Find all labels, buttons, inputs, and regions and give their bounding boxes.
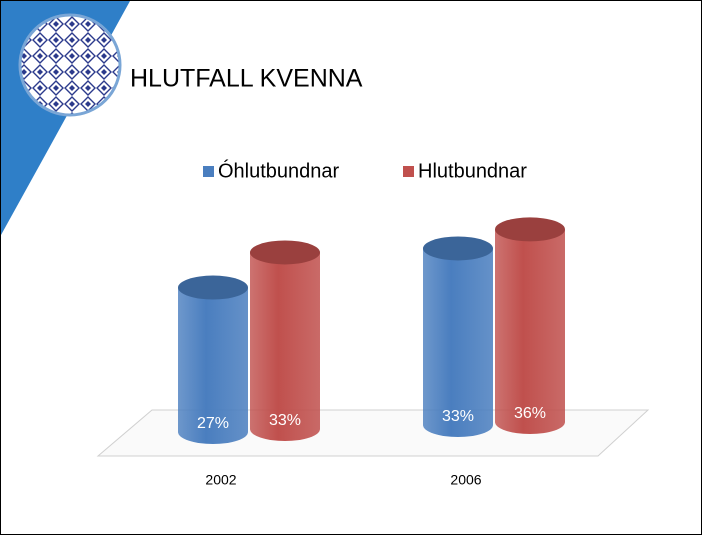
cylinder-top (423, 236, 493, 261)
legend-label: Hlutbundnar (418, 160, 527, 182)
value-label: 33% (269, 412, 301, 429)
cylinder-body (423, 248, 493, 437)
x-tick-label: 2002 (205, 472, 236, 488)
plot: 27% 33% 33% 36% (178, 217, 565, 444)
cylinder-top (495, 217, 565, 242)
legend-swatch (403, 166, 414, 177)
cylinder-body (250, 252, 320, 441)
value-label: 33% (442, 408, 474, 425)
cylinder-top (250, 240, 320, 265)
x-tick-label: 2006 (450, 472, 481, 488)
cylinder-body (178, 287, 248, 444)
value-label: 36% (514, 405, 546, 422)
cylinder (178, 275, 248, 444)
cylinder (423, 236, 493, 437)
cylinder (250, 240, 320, 441)
value-label: 27% (197, 415, 229, 432)
cylinder-top (178, 275, 248, 300)
cylinder-body (495, 229, 565, 434)
chart-title: HLUTFALL KVENNA (130, 65, 363, 93)
cylinder (495, 217, 565, 434)
logo (18, 13, 122, 117)
legend-swatch (203, 166, 214, 177)
legend-label: Óhlutbundnar (218, 159, 340, 182)
